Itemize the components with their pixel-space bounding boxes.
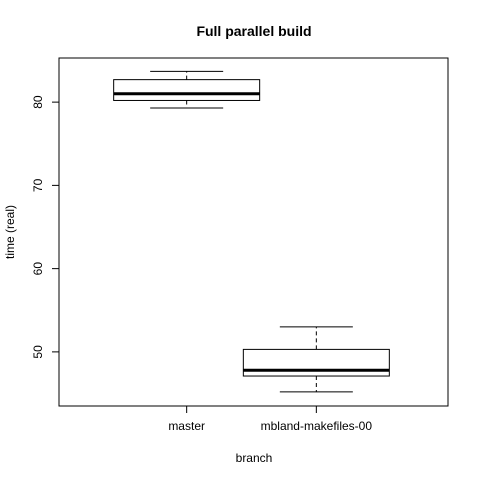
y-tick-label: 80 [31,95,45,109]
x-tick-label: master [168,419,205,433]
box-series [113,70,390,393]
x-axis: master mbland-makefiles-00 [168,405,373,433]
x-axis-label: branch [236,451,273,465]
y-tick-label: 50 [31,345,45,359]
y-axis-label: time (real) [3,205,17,259]
box-2 [242,326,390,393]
box-1 [113,70,261,109]
y-axis: 50 60 70 80 [31,95,60,359]
box-iqr [242,348,390,377]
chart-title: Full parallel build [196,23,311,39]
y-tick-label: 70 [31,178,45,192]
x-tick-label: mbland-makefiles-00 [261,419,373,433]
box-iqr [113,79,261,101]
y-tick-label: 60 [31,262,45,276]
